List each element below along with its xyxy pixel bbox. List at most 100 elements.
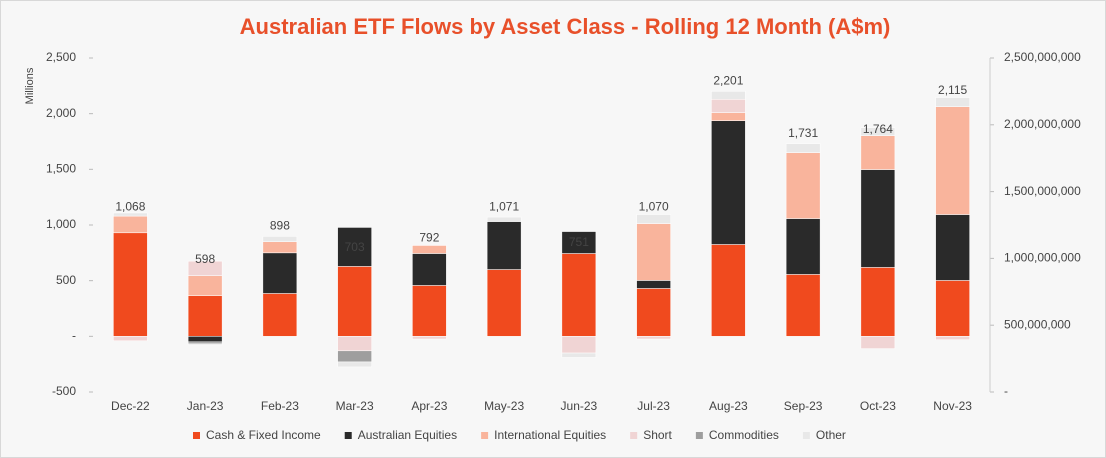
y-tick-label: 1,500 — [46, 162, 76, 176]
bar-segment — [636, 288, 671, 337]
x-tick-label: Aug-23 — [709, 399, 748, 413]
legend-label: Short — [643, 428, 672, 442]
total-label: 1,764 — [863, 122, 893, 136]
bar-segment — [636, 223, 671, 281]
bar-segment — [785, 152, 821, 219]
x-tick-label: Sep-23 — [784, 399, 823, 413]
bar-segment — [935, 336, 970, 340]
y-tick-label: -500 — [52, 384, 76, 398]
bar-segment — [412, 285, 447, 337]
legend-swatch — [695, 432, 703, 439]
total-label: 792 — [419, 230, 439, 244]
y2-tick-label: 2,500,000,000 — [1004, 50, 1081, 64]
bar-segment — [785, 218, 821, 275]
bar-segment — [935, 106, 970, 215]
bar-segment — [412, 253, 447, 286]
bar-segment — [561, 253, 597, 337]
total-label: 2,201 — [713, 73, 743, 87]
total-label: 598 — [195, 252, 215, 266]
y2-tick-label: 1,000,000,000 — [1004, 251, 1081, 265]
y2-tick-label: 2,000,000,000 — [1004, 117, 1081, 131]
bar-segment — [935, 280, 970, 337]
y-tick-label: 2,000 — [46, 106, 76, 120]
x-tick-label: Oct-23 — [860, 399, 896, 413]
x-tick-label: Nov-23 — [933, 399, 972, 413]
x-tick-label: May-23 — [484, 399, 524, 413]
bar-segment — [486, 221, 522, 270]
bar-segment — [187, 336, 223, 343]
bar-segment — [935, 97, 970, 107]
bar-segment — [337, 361, 372, 368]
bar-segment — [187, 343, 223, 346]
bar-segment — [113, 232, 148, 337]
x-tick-label: Jun-23 — [561, 399, 598, 413]
bar-segment — [337, 266, 372, 337]
y-tick-label: 1,000 — [46, 217, 76, 231]
legend-swatch — [481, 432, 489, 439]
bar-segment — [785, 274, 821, 337]
bar-segment — [711, 120, 746, 245]
bar-segment — [711, 112, 746, 121]
bar-segment — [860, 336, 896, 349]
y2-tick-label: 500,000,000 — [1004, 317, 1071, 331]
bar-segment — [486, 269, 522, 337]
bar-segment — [337, 350, 372, 363]
total-label: 1,731 — [788, 126, 818, 140]
bar-segment — [412, 245, 447, 254]
bar-segment — [187, 341, 223, 345]
bar-segment — [262, 241, 298, 254]
legend-swatch — [630, 432, 638, 439]
bar-segment — [337, 336, 372, 352]
total-label: 2,115 — [938, 83, 967, 97]
bar-segment — [113, 215, 148, 234]
legend-label: International Equities — [494, 428, 606, 442]
legend-label: Commodities — [709, 428, 779, 442]
y-tick-label: 2,500 — [46, 50, 76, 64]
bar-segment — [113, 336, 148, 342]
bar-segment — [412, 336, 447, 340]
bar-segment — [711, 99, 746, 113]
bar-segment — [262, 293, 298, 337]
y-tick-label: 500 — [56, 273, 76, 287]
bar-segment — [935, 214, 970, 281]
total-label: 751 — [569, 235, 589, 249]
bar-segment — [785, 143, 821, 153]
x-tick-label: Apr-23 — [411, 399, 447, 413]
legend-label: Australian Equities — [358, 428, 457, 442]
chart-title: Australian ETF Flows by Asset Class - Ro… — [240, 14, 891, 39]
bar-segment — [860, 127, 896, 136]
bar-segment — [860, 267, 896, 337]
bar-segment — [561, 231, 597, 254]
x-tick-label: Feb-23 — [261, 399, 299, 413]
bar-segment — [711, 91, 746, 100]
bar-segment — [486, 216, 522, 222]
x-tick-label: Jul-23 — [637, 399, 670, 413]
bar-segment — [187, 260, 223, 276]
bar-segment — [636, 214, 671, 224]
bar-segment — [860, 169, 896, 268]
bar-segment — [113, 212, 148, 217]
total-label: 898 — [270, 219, 290, 233]
bar-segment — [187, 295, 223, 337]
bar-segment — [262, 252, 298, 294]
x-tick-label: Jan-23 — [187, 399, 224, 413]
bar-segment — [860, 135, 896, 170]
x-tick-label: Dec-22 — [111, 399, 150, 413]
total-label: 1,070 — [639, 199, 669, 213]
x-tick-label: Mar-23 — [336, 399, 374, 413]
bar-segment — [711, 244, 746, 337]
bar-segment — [561, 352, 597, 358]
legend-swatch — [344, 432, 352, 439]
total-label: 1,068 — [115, 200, 145, 214]
legend-swatch — [802, 432, 810, 439]
y-tick-label: - — [72, 329, 76, 343]
y-axis-label: Millions — [24, 67, 36, 104]
y2-tick-label: - — [1004, 384, 1008, 398]
bar-segment — [561, 336, 597, 354]
bar-segment — [636, 280, 671, 289]
bar-segment — [262, 236, 298, 242]
bar-segment — [337, 227, 372, 267]
legend-label: Other — [816, 428, 846, 442]
